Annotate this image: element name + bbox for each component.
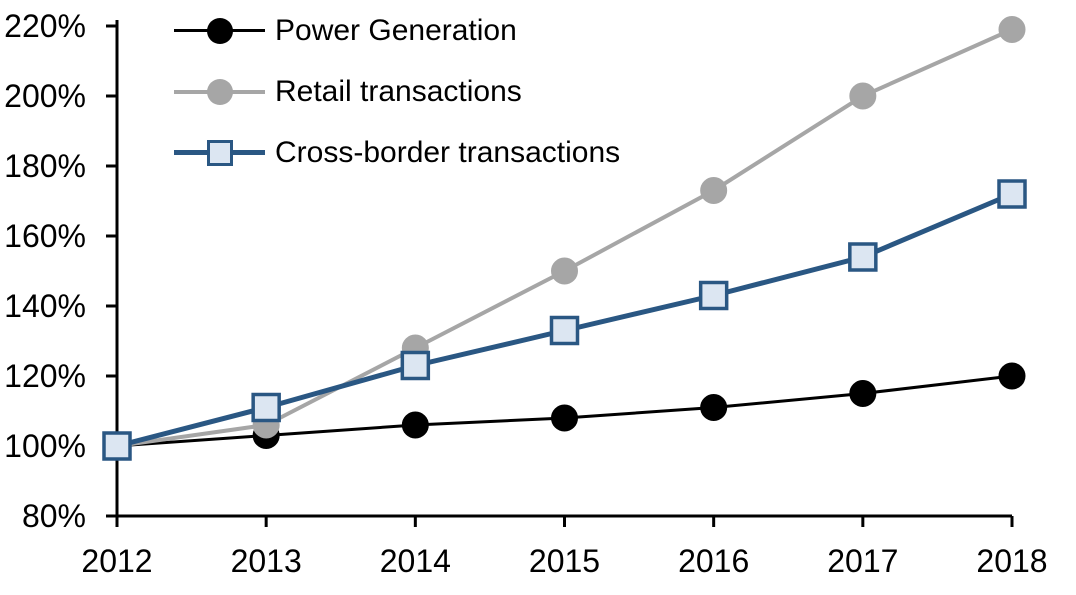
y-axis-tick-label: 140% [4, 288, 86, 324]
x-axis-tick-label: 2012 [81, 543, 152, 579]
legend-label: Power Generation [275, 13, 517, 47]
data-point-circle [849, 82, 877, 110]
x-axis-tick-label: 2013 [231, 543, 302, 579]
y-axis-tick-label: 200% [4, 78, 86, 114]
legend-line-swatch [174, 17, 265, 44]
data-point-square [251, 392, 281, 423]
legend-item: Retail transactions [174, 61, 620, 122]
legend-item: Cross-border transactions [174, 122, 620, 183]
data-point-square [549, 315, 580, 346]
data-point-circle [700, 394, 728, 421]
x-axis-tick-label: 2017 [827, 543, 898, 579]
legend-item: Power Generation [174, 0, 620, 61]
legend-label: Retail transactions [275, 74, 522, 108]
y-axis-tick-label: 160% [4, 218, 86, 254]
y-axis-tick-label: 180% [4, 148, 86, 184]
legend-marker-circle [206, 78, 233, 105]
y-axis-tick-label: 220% [4, 8, 86, 44]
data-point-circle [998, 16, 1026, 43]
legend-marker-square [206, 139, 233, 166]
x-axis-tick-label: 2018 [976, 543, 1047, 579]
data-point-square [400, 350, 431, 381]
legend-line-swatch [174, 78, 265, 105]
legend-marker-circle [206, 17, 233, 44]
data-point-square [102, 431, 132, 461]
legend-label: Cross-border transactions [275, 135, 621, 169]
y-axis-tick-label: 100% [4, 428, 86, 464]
data-point-circle [401, 411, 429, 439]
data-point-circle [700, 177, 728, 204]
data-point-circle [849, 380, 877, 407]
chart-legend: Power Generation Retail transactions Cross… [174, 0, 620, 183]
data-point-circle [551, 404, 579, 432]
data-point-circle [998, 362, 1026, 390]
data-point-square [848, 242, 878, 272]
y-axis-tick-label: 80% [22, 498, 86, 534]
x-axis-tick-label: 2015 [529, 543, 600, 579]
legend-line-swatch [174, 139, 265, 166]
data-point-square [997, 179, 1027, 209]
y-axis-tick-label: 120% [4, 358, 86, 394]
data-point-square [698, 280, 729, 311]
data-point-circle [551, 257, 579, 285]
x-axis-tick-label: 2014 [380, 543, 451, 579]
x-axis-tick-label: 2016 [678, 543, 749, 579]
